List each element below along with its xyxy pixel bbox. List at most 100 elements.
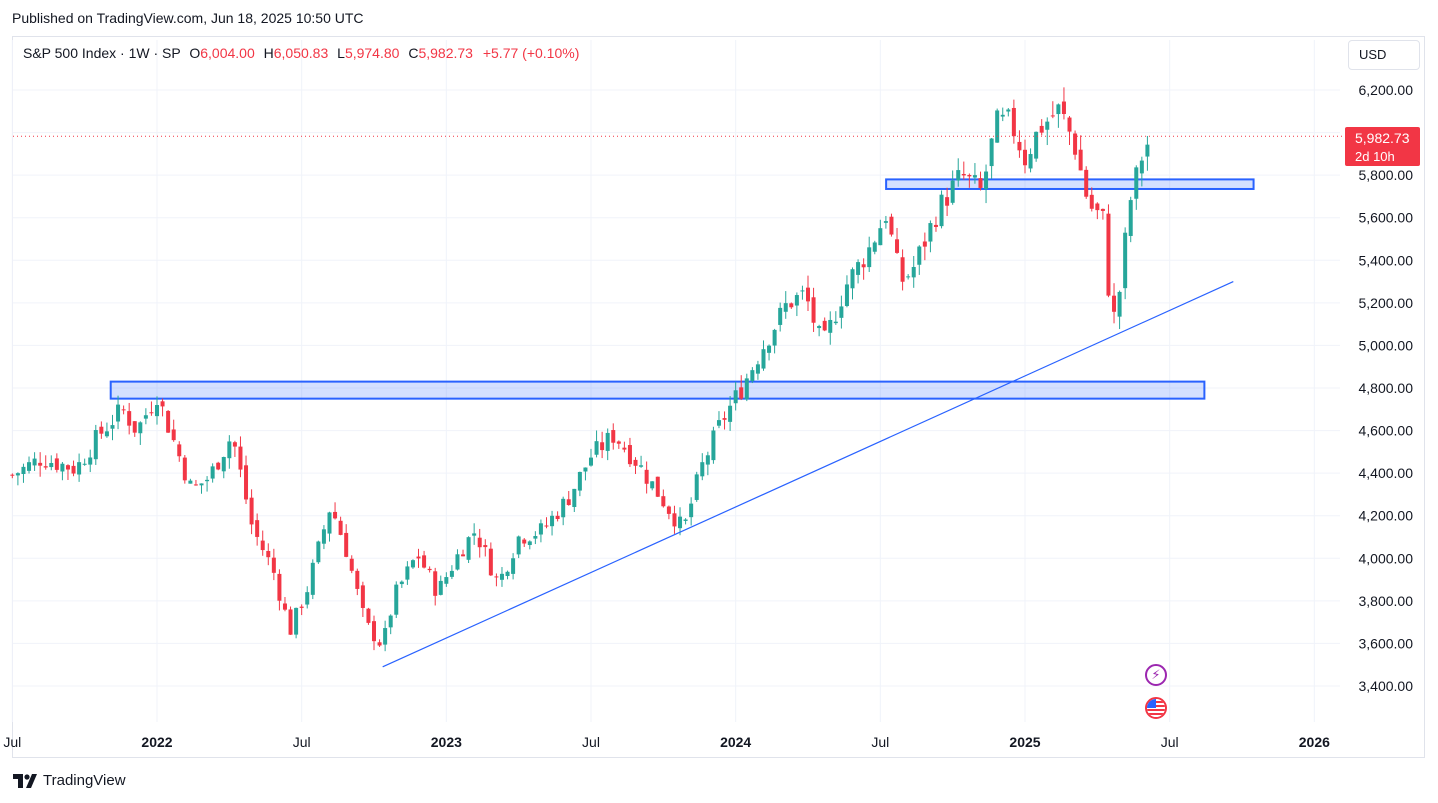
candle-down: [43, 466, 48, 468]
candle-up: [294, 607, 299, 635]
candle-up: [188, 480, 193, 484]
candle-up: [755, 364, 760, 374]
candle-up: [550, 515, 555, 527]
candle-down: [299, 606, 304, 608]
symbol-name[interactable]: S&P 500 Index · 1W · SP: [23, 45, 181, 61]
candle-up: [60, 463, 65, 472]
candle-down: [271, 557, 276, 573]
candle-down: [433, 571, 438, 596]
x-tick-label: Jul: [871, 734, 889, 750]
candle-down: [427, 568, 432, 571]
high-value: 6,050.83: [273, 45, 329, 61]
candle-up: [466, 537, 471, 560]
candle-down: [1078, 149, 1083, 171]
candle-down: [895, 239, 900, 253]
candle-down: [338, 520, 343, 535]
candle-up: [316, 541, 321, 563]
candle-down: [216, 462, 221, 470]
candle-down: [488, 548, 493, 576]
candle-up: [872, 242, 877, 252]
candle-up: [794, 295, 799, 306]
candle-down: [566, 499, 571, 506]
candle-up: [828, 319, 833, 333]
candle-up: [772, 329, 777, 346]
candle-up: [906, 276, 911, 278]
candle-down: [282, 603, 287, 610]
candle-down: [255, 520, 260, 537]
candle-down: [933, 224, 938, 227]
candle-down: [600, 442, 605, 451]
candle-down: [54, 458, 59, 470]
candle-down: [132, 421, 137, 433]
x-axis: Jul 2022 Jul 2023 Jul 2024 Jul 2025 Jul 2026: [3, 734, 1330, 750]
candle-up: [817, 326, 822, 329]
candle-up: [1006, 109, 1011, 112]
candle-up: [1128, 200, 1133, 236]
x-tick-label: 2026: [1299, 734, 1330, 750]
candle-up: [561, 498, 566, 518]
candle-down: [333, 511, 338, 519]
close-value: 5,982.73: [418, 45, 473, 61]
open-label: O: [189, 45, 201, 61]
candle-down: [377, 642, 382, 646]
lightning-bolt-icon[interactable]: ⚡: [1145, 664, 1167, 686]
candle-up: [1117, 291, 1122, 317]
candle-down: [978, 178, 983, 188]
candle-up: [383, 628, 388, 645]
candle-up: [911, 266, 916, 278]
candle-down: [1112, 295, 1117, 312]
low-label: L: [337, 45, 345, 61]
candle-down: [522, 539, 527, 544]
candle-up: [516, 536, 521, 555]
candle-up: [844, 284, 849, 307]
price-tag-countdown: 2d 10h: [1355, 149, 1395, 164]
candle-down: [655, 476, 660, 497]
us-flag-icon[interactable]: [1145, 697, 1167, 719]
candle-up: [1123, 232, 1128, 289]
y-tick-label: 3,400.00: [1359, 678, 1414, 694]
candle-down: [416, 556, 421, 559]
candle-up: [1145, 144, 1150, 157]
y-tick-label: 4,600.00: [1359, 423, 1414, 439]
change-value: +5.77 (+0.10%): [482, 45, 580, 61]
candle-down: [494, 576, 499, 578]
candle-up: [833, 321, 838, 324]
candle-up: [455, 554, 460, 570]
candle-down: [616, 441, 621, 444]
candle-down: [789, 303, 794, 308]
candle-up: [577, 471, 582, 491]
candle-down: [193, 484, 198, 486]
candle-down: [1073, 133, 1078, 155]
trendline: [382, 281, 1234, 668]
open-value: 6,004.00: [200, 45, 255, 61]
support-zone: [109, 380, 1206, 400]
candle-down: [555, 515, 560, 520]
candle-up: [856, 262, 861, 275]
x-tick-label: Jul: [582, 734, 600, 750]
candle-down: [483, 545, 488, 548]
candle-up: [205, 479, 210, 482]
candle-down: [861, 264, 866, 268]
candle-up: [878, 228, 883, 246]
y-tick-label: 5,200.00: [1359, 295, 1414, 311]
candle-down: [1011, 107, 1016, 137]
candle-up: [588, 457, 594, 466]
y-tick-label: 4,800.00: [1359, 380, 1414, 396]
candle-up: [761, 349, 766, 369]
candle-down: [1100, 208, 1105, 211]
candle-down: [644, 469, 649, 484]
candle-down: [177, 444, 182, 457]
tradingview-logo[interactable]: TradingView: [13, 772, 126, 789]
candle-up: [956, 170, 961, 181]
candle-up: [405, 566, 410, 580]
candle-down: [344, 532, 349, 557]
candle-up: [678, 516, 683, 529]
candle-up: [154, 405, 160, 417]
candle-down: [38, 462, 43, 466]
candle-up: [27, 462, 32, 471]
candle-down: [260, 540, 265, 551]
candle-down: [945, 197, 950, 206]
currency-button[interactable]: USD: [1348, 40, 1420, 70]
y-tick-label: 6,200.00: [1359, 82, 1414, 98]
